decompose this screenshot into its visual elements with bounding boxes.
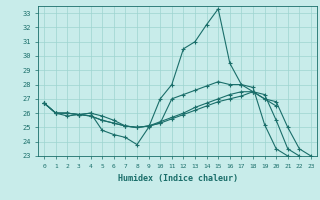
X-axis label: Humidex (Indice chaleur): Humidex (Indice chaleur) [118, 174, 238, 183]
